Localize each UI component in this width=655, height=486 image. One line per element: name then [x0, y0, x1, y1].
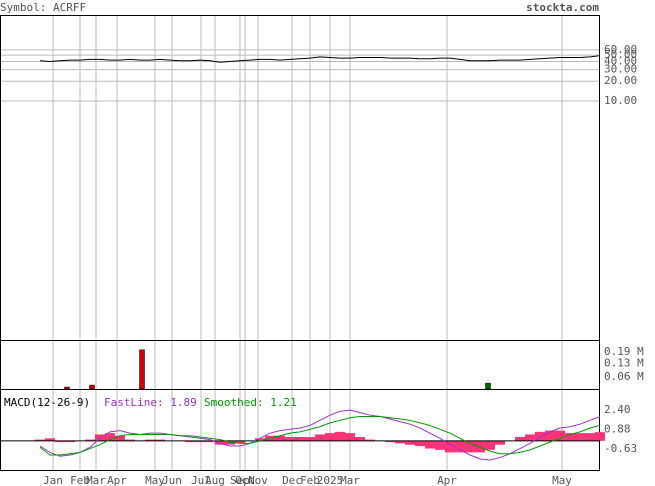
x-tick-label: Apr: [107, 474, 127, 486]
histogram-bar: [155, 439, 165, 441]
site: stockta.com: [526, 1, 599, 14]
y-tick-label: 0.88: [604, 423, 631, 436]
histogram-bar: [365, 439, 375, 441]
x-tick-label: Dec: [282, 474, 302, 486]
x-tick-label: Jun: [162, 474, 182, 486]
panel-frame: [0, 389, 600, 471]
x-tick-label: Mar: [340, 474, 360, 486]
price-line: [39, 55, 601, 63]
x-tick-label: Feb: [300, 474, 320, 486]
x-tick-label: Nov: [248, 474, 268, 486]
x-tick-label: Oct: [235, 474, 255, 486]
x-tick-label: Feb: [70, 474, 90, 486]
histogram-bar: [415, 440, 425, 446]
x-tick-label: May: [552, 474, 572, 486]
histogram-bar: [145, 439, 155, 441]
histogram-bar: [595, 432, 605, 441]
volume-bar: [89, 384, 95, 390]
macd-line: [39, 409, 601, 461]
x-tick-label: Apr: [437, 474, 457, 486]
histogram-bar: [435, 440, 445, 450]
histogram-bar: [335, 431, 345, 441]
histogram-bar: [535, 431, 545, 441]
histogram-bar: [185, 440, 195, 443]
y-tick-label: 0.06 M: [604, 370, 644, 383]
histogram-bar: [425, 440, 435, 449]
histogram-bar: [515, 437, 525, 441]
y-tick-label: 50.00: [604, 48, 637, 61]
histogram-bar: [275, 435, 285, 441]
histogram-bar: [445, 440, 455, 453]
histogram-bar: [465, 440, 475, 453]
histogram-bar: [485, 440, 495, 450]
histogram-bar: [565, 433, 575, 441]
histogram-bar: [305, 437, 315, 441]
histogram-bar: [585, 433, 595, 441]
histogram-bar: [255, 438, 265, 441]
histogram-bar: [545, 430, 555, 441]
histogram-bar: [355, 437, 365, 441]
symbol: Symbol: ACRFF: [0, 1, 86, 14]
histogram-bar: [285, 437, 295, 441]
histogram-bar: [105, 433, 115, 441]
panel-frame: [0, 340, 600, 390]
histogram-bar: [315, 434, 325, 441]
histogram-bar: [115, 435, 125, 441]
histogram-bar: [215, 440, 225, 445]
x-tick-label: Jul: [191, 474, 211, 486]
histogram-bar: [385, 440, 395, 443]
histogram-bar: [45, 438, 55, 441]
y-tick-label: 20.00: [604, 74, 637, 87]
y-tick-label: 10.00: [604, 94, 637, 107]
y-tick-label: 30.00: [604, 63, 637, 76]
histogram-bar: [95, 434, 105, 441]
x-tick-label: Aug: [205, 474, 225, 486]
x-tick-label: Mar: [86, 474, 106, 486]
histogram-bar: [575, 433, 585, 441]
panel-frame: [0, 15, 600, 341]
histogram-bar: [295, 437, 305, 441]
histogram-bar: [455, 440, 465, 453]
histogram-bar: [85, 439, 95, 441]
macd-line: [39, 415, 601, 456]
histogram-bar: [555, 430, 565, 441]
macd-legend: FastLine: 1.89: [104, 396, 197, 409]
histogram-bar: [325, 433, 335, 441]
y-tick-label: 0.13 M: [604, 357, 644, 370]
histogram-bar: [525, 434, 535, 441]
histogram-bar: [405, 440, 415, 445]
histogram-bar: [55, 440, 65, 443]
histogram-bar: [35, 439, 45, 441]
y-tick-label: 40.00: [604, 54, 637, 67]
histogram-bar: [65, 440, 75, 443]
histogram-bar: [205, 440, 215, 443]
y-tick-label: -0.63: [604, 442, 637, 455]
histogram-bar: [495, 440, 505, 445]
y-tick-label: 60.00: [604, 43, 637, 56]
histogram-bar: [225, 440, 235, 445]
histogram-bar: [235, 440, 245, 444]
volume-bar: [485, 382, 491, 390]
y-tick-label: 0.19 M: [604, 345, 644, 358]
x-tick-label: 2025: [317, 474, 344, 486]
macd-title: MACD(12-26-9): [4, 396, 90, 409]
x-tick-label: May: [145, 474, 165, 486]
y-tick-label: 2.40: [604, 403, 631, 416]
histogram-bar: [195, 440, 205, 443]
macd-legend: Smoothed: 1.21: [204, 396, 297, 409]
histogram-bar: [395, 440, 405, 444]
histogram-bar: [125, 439, 135, 441]
volume-bar: [64, 386, 70, 390]
histogram-bar: [345, 433, 355, 441]
x-tick-label: Jan: [43, 474, 63, 486]
x-tick-label: Sep: [230, 474, 250, 486]
volume-bar: [139, 349, 145, 390]
histogram-bar: [475, 440, 485, 453]
